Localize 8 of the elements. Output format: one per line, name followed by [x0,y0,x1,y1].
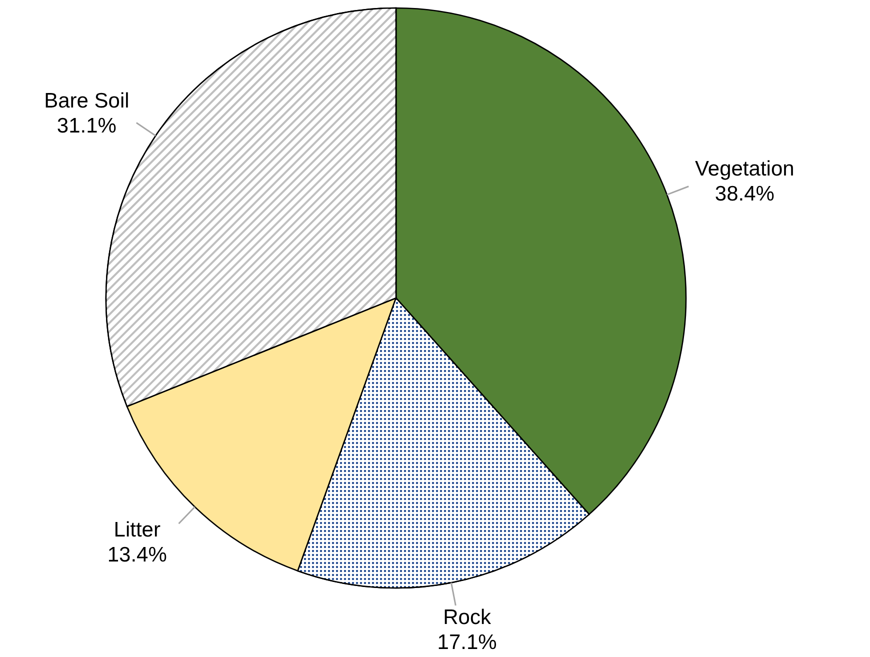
slice-label: Litter [114,518,160,542]
data-label: 17.1% [437,631,497,654]
data-label: 13.4% [107,543,167,566]
data-label: 38.4% [714,182,774,206]
slice-label: Vegetation [695,158,794,181]
slice-label: Rock [443,606,492,630]
data-label: 31.1% [56,114,116,138]
slice-label: Bare Soil [44,89,130,112]
